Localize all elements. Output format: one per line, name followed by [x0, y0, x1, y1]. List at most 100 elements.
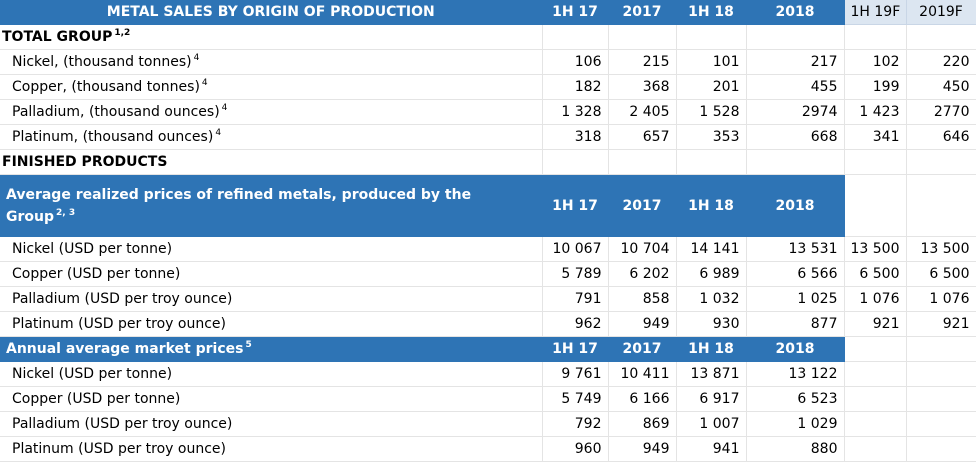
- footnote-marker: 4: [215, 128, 222, 138]
- row-label: Nickel (USD per tonne): [0, 236, 543, 262]
- section-row: FINISHED PRODUCTS: [0, 149, 976, 175]
- forecast-col-header: 1H 19F: [844, 0, 907, 25]
- cell: 6 166: [608, 386, 677, 412]
- table-row: Nickel, (thousand tonnes) 4 106 215 101 2…: [0, 49, 976, 75]
- table-row: Platinum, (thousand ounces) 4 318 657 353…: [0, 124, 976, 150]
- row-label: Platinum (USD per troy ounce): [0, 311, 543, 337]
- footnote-marker: 1,2: [114, 28, 131, 38]
- section-row: TOTAL GROUP 1,2: [0, 24, 976, 50]
- forecast-col-header: 2019F: [906, 0, 976, 25]
- cell: 880: [746, 436, 845, 462]
- cell: 1 528: [676, 99, 747, 125]
- cell: 217: [746, 49, 845, 75]
- cell: 353: [676, 124, 747, 150]
- table-row: Palladium (USD per troy ounce) 792 869 1…: [0, 411, 976, 437]
- cell: 182: [542, 74, 609, 100]
- section-title-finished-products: FINISHED PRODUCTS: [0, 149, 543, 175]
- table-row: Palladium, (thousand ounces) 4 1 328 2 40…: [0, 99, 976, 125]
- cell: 962: [542, 311, 609, 337]
- cell: 646: [906, 124, 976, 150]
- table-title: METAL SALES BY ORIGIN OF PRODUCTION: [0, 0, 543, 25]
- market-prices-title: Annual average market prices 5: [0, 336, 543, 362]
- realized-header-row: Average realized prices of refined metal…: [0, 174, 976, 237]
- cell: 1 032: [676, 286, 747, 312]
- cell: 13 500: [906, 236, 976, 262]
- cell: 949: [608, 436, 677, 462]
- col-header: 1H 17: [542, 0, 609, 25]
- table-row: Platinum (USD per troy ounce) 962 949 93…: [0, 311, 976, 337]
- row-label: Nickel (USD per tonne): [0, 361, 543, 387]
- row-label: Palladium (USD per troy ounce): [0, 411, 543, 437]
- footnote-marker: 4: [201, 78, 208, 88]
- cell: 930: [676, 311, 747, 337]
- col-header: 2018: [746, 336, 845, 362]
- cell: 101: [676, 49, 747, 75]
- row-label: Nickel, (thousand tonnes) 4: [0, 49, 543, 75]
- row-label: Palladium (USD per troy ounce): [0, 286, 543, 312]
- cell: 949: [608, 311, 677, 337]
- col-header: 2017: [608, 174, 677, 237]
- col-header: 2017: [608, 336, 677, 362]
- cell: 668: [746, 124, 845, 150]
- cell: 869: [608, 411, 677, 437]
- cell: 106: [542, 49, 609, 75]
- cell: 1 423: [844, 99, 907, 125]
- col-header: 2018: [746, 0, 845, 25]
- cell: 455: [746, 74, 845, 100]
- footnote-marker: 4: [193, 53, 200, 63]
- col-header: 2017: [608, 0, 677, 25]
- cell: 791: [542, 286, 609, 312]
- table-row: Copper (USD per tonne) 5 789 6 202 6 989…: [0, 261, 976, 287]
- cell: 102: [844, 49, 907, 75]
- cell: 5 749: [542, 386, 609, 412]
- cell: 368: [608, 74, 677, 100]
- row-label: Platinum, (thousand ounces) 4: [0, 124, 543, 150]
- table-row: Copper, (thousand tonnes) 4 182 368 201 4…: [0, 74, 976, 100]
- cell: 6 523: [746, 386, 845, 412]
- cell: 877: [746, 311, 845, 337]
- table-row: Palladium (USD per troy ounce) 791 858 1…: [0, 286, 976, 312]
- cell: 13 531: [746, 236, 845, 262]
- row-label: Palladium, (thousand ounces) 4: [0, 99, 543, 125]
- cell: 13 500: [844, 236, 907, 262]
- cell: 1 076: [906, 286, 976, 312]
- section-title-total-group: TOTAL GROUP 1,2: [0, 24, 543, 50]
- cell: 220: [906, 49, 976, 75]
- cell: 5 789: [542, 261, 609, 287]
- main-header-row: METAL SALES BY ORIGIN OF PRODUCTION 1H 1…: [0, 0, 976, 25]
- footnote-marker: 2, 3: [56, 207, 76, 218]
- col-header: 1H 17: [542, 336, 609, 362]
- cell: 6 500: [844, 261, 907, 287]
- row-label: Copper (USD per tonne): [0, 386, 543, 412]
- cell: 1 025: [746, 286, 845, 312]
- cell: 960: [542, 436, 609, 462]
- cell: 6 202: [608, 261, 677, 287]
- cell: 14 141: [676, 236, 747, 262]
- row-label: Platinum (USD per troy ounce): [0, 436, 543, 462]
- cell: 318: [542, 124, 609, 150]
- cell: 6 566: [746, 261, 845, 287]
- market-header-row: Annual average market prices 5 1H 17 2017…: [0, 336, 976, 362]
- cell: 941: [676, 436, 747, 462]
- cell: 10 704: [608, 236, 677, 262]
- cell: 10 411: [608, 361, 677, 387]
- cell: 2 405: [608, 99, 677, 125]
- col-header: 1H 18: [676, 336, 747, 362]
- cell: 1 328: [542, 99, 609, 125]
- cell: 1 007: [676, 411, 747, 437]
- cell: 6 917: [676, 386, 747, 412]
- row-label: Copper (USD per tonne): [0, 261, 543, 287]
- cell: 6 989: [676, 261, 747, 287]
- cell: 215: [608, 49, 677, 75]
- cell: 921: [844, 311, 907, 337]
- cell: 1 029: [746, 411, 845, 437]
- col-header: 1H 18: [676, 0, 747, 25]
- cell: 858: [608, 286, 677, 312]
- realized-prices-title: Average realized prices of refined metal…: [0, 174, 543, 237]
- cell: 657: [608, 124, 677, 150]
- footnote-marker: 4: [221, 103, 228, 113]
- cell: 792: [542, 411, 609, 437]
- row-label: Copper, (thousand tonnes) 4: [0, 74, 543, 100]
- cell: 13 122: [746, 361, 845, 387]
- cell: 2770: [906, 99, 976, 125]
